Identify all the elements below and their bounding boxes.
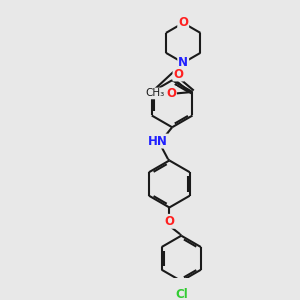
Text: Cl: Cl [175, 288, 188, 300]
Text: O: O [166, 87, 176, 100]
Text: O: O [178, 16, 188, 29]
Text: O: O [164, 215, 174, 228]
Text: N: N [178, 56, 188, 69]
Text: CH₃: CH₃ [146, 88, 165, 98]
Text: O: O [173, 68, 184, 80]
Text: HN: HN [148, 135, 168, 148]
